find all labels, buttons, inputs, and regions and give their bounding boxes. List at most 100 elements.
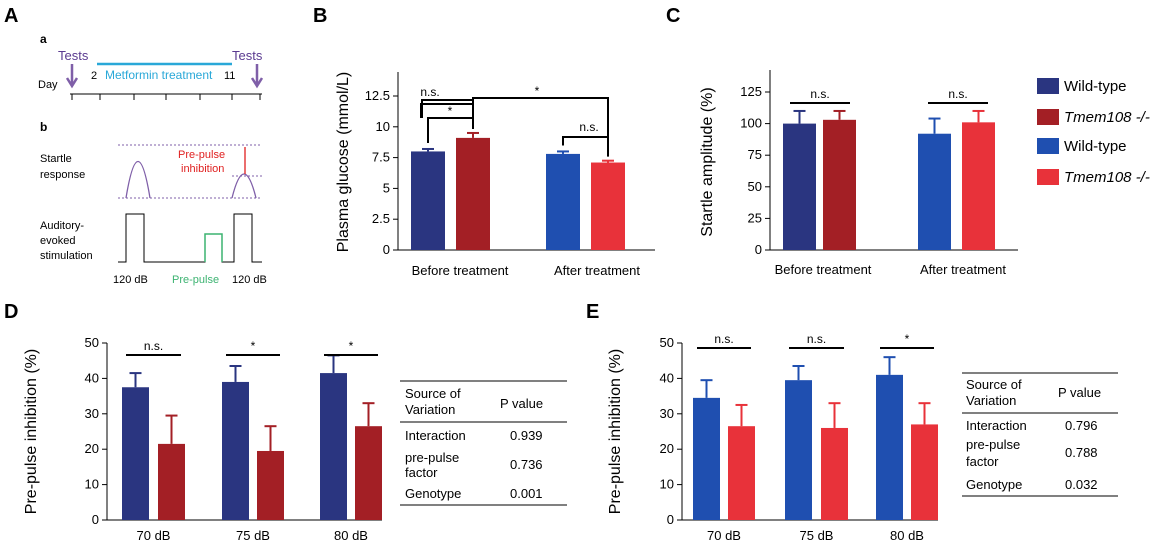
y-tick-label: 12.5 <box>365 88 390 103</box>
knockout-1-bar <box>821 427 848 520</box>
y-axis-label: Plasma glucose (mmol/L) <box>335 72 352 253</box>
treatment-label: Metformin treatment <box>105 68 213 82</box>
significance-label: n.s. <box>579 120 598 134</box>
significance-label: * <box>535 84 540 98</box>
significance-label: * <box>349 339 354 353</box>
significance-label: n.s. <box>420 85 439 99</box>
legend-label-2: Wild-type <box>1064 138 1127 155</box>
series-1-bar <box>456 137 490 250</box>
bracket-wt-vs-ko <box>420 103 472 118</box>
legend-swatch-1 <box>1037 109 1059 125</box>
wild-type-2-bar <box>320 373 347 520</box>
legend-swatch-3 <box>1037 169 1059 185</box>
legend: Wild-type Tmem108 -/- Wild-type Tmem108 -/- <box>1037 78 1150 186</box>
chart-b: 0 2.5 5 7.5 10 12.5 Plasma glucose (mmol/L) Bef… <box>335 72 655 278</box>
tests-right-label: Tests <box>232 48 263 63</box>
table-d-header-1a: Source of <box>405 386 461 401</box>
series-1-bar <box>823 119 856 250</box>
y-tick-label: 25 <box>748 210 762 225</box>
table-d-row3-value: 0.001 <box>510 486 543 501</box>
table-e-header-2: P value <box>1058 385 1101 400</box>
group-label: After treatment <box>920 262 1006 277</box>
tests-right-arrow <box>250 64 264 89</box>
y-tick-label: 10 <box>376 119 390 134</box>
timeline-ticks <box>71 94 261 100</box>
significance-label: n.s. <box>807 332 826 346</box>
ppi-label-2: inhibition <box>181 163 224 175</box>
significance-label: n.s. <box>948 87 967 101</box>
stim-label-2: evoked <box>40 235 75 247</box>
startle-reduced-curve <box>231 173 257 199</box>
table-e-header-1a: Source of <box>966 377 1022 392</box>
y-tick-label: 5 <box>383 180 390 195</box>
series-2-bar <box>546 153 580 250</box>
y-tick-label: 0 <box>755 242 762 257</box>
table-d-row3-label: Genotype <box>405 486 461 501</box>
tests-left-label: Tests <box>58 48 89 63</box>
table-d-row1-value: 0.939 <box>510 428 543 443</box>
table-e-row1-label: Interaction <box>966 418 1027 433</box>
panel-label-d: D <box>4 301 18 323</box>
category-label: 75 dB <box>800 528 834 543</box>
y-tick-label: 75 <box>748 147 762 162</box>
table-e-row3-label: Genotype <box>966 477 1022 492</box>
y-tick-label: 0 <box>667 512 674 527</box>
legend-label-3: Tmem108 -/- <box>1064 169 1150 186</box>
y-tick-label: 0 <box>92 512 99 527</box>
y-tick-label: 20 <box>85 441 99 456</box>
knockout-0-bar <box>158 443 185 520</box>
y-tick-label: 7.5 <box>372 150 390 165</box>
y-tick-label: 50 <box>748 179 762 194</box>
table-d-row1-label: Interaction <box>405 428 466 443</box>
category-label: 70 dB <box>137 528 171 543</box>
y-tick-label: 125 <box>740 84 762 99</box>
legend-label-1: Tmem108 -/- <box>1064 109 1150 126</box>
legend-swatch-0 <box>1037 78 1059 94</box>
wild-type-0-bar <box>122 387 149 520</box>
y-tick-label: 30 <box>85 406 99 421</box>
day-label: Day <box>38 79 58 91</box>
table-e-row2-label-a: pre-pulse <box>966 437 1020 452</box>
stim-label-3: stimulation <box>40 250 93 262</box>
panel-label-e: E <box>586 301 599 323</box>
wild-type-0-bar <box>693 397 720 520</box>
group-label: After treatment <box>554 263 640 278</box>
ppi-label-1: Pre-pulse <box>178 149 225 161</box>
panel-label-a: A <box>4 5 18 27</box>
y-tick-label: 10 <box>660 477 674 492</box>
y-tick-label: 30 <box>660 406 674 421</box>
sub-label-a: a <box>40 32 47 46</box>
series-3-bar <box>962 122 995 250</box>
y-tick-label: 50 <box>85 335 99 350</box>
prepulse-label: Pre-pulse <box>172 274 219 286</box>
table-d-row2-label-b: factor <box>405 465 438 480</box>
legend-label-0: Wild-type <box>1064 78 1127 95</box>
group-label: Before treatment <box>412 263 509 278</box>
table-d-row2-value: 0.736 <box>510 457 543 472</box>
y-tick-label: 10 <box>85 477 99 492</box>
y-axis-label: Pre-pulse inhibition (%) <box>607 349 624 514</box>
significance-label: n.s. <box>714 332 733 346</box>
wild-type-1-bar <box>785 380 812 520</box>
chart-e: 0 10 20 30 40 50 Pre-pulse inhibition (%) 70 dB… <box>607 332 938 543</box>
table-e-row2-label-b: factor <box>966 454 999 469</box>
chart-d: 0 10 20 30 40 50 Pre-pulse inhibition (%) 70 dB… <box>23 335 382 543</box>
category-label: 80 dB <box>890 528 924 543</box>
day-2-label: 2 <box>91 70 97 82</box>
series-0-bar <box>411 151 445 250</box>
y-tick-label: 100 <box>740 116 762 131</box>
startle-response-curve <box>125 161 151 199</box>
panel-label-c: C <box>666 5 680 27</box>
category-label: 70 dB <box>707 528 741 543</box>
stimulation-trace <box>118 213 262 263</box>
table-e: Source of Variation P value Interaction … <box>962 372 1118 497</box>
category-label: 75 dB <box>236 528 270 543</box>
table-d-header-1b: Variation <box>405 402 455 417</box>
startle-label-1: Startle <box>40 153 72 165</box>
table-e-row2-value: 0.788 <box>1065 445 1098 460</box>
table-e-header-1b: Variation <box>966 393 1016 408</box>
table-e-row1-value: 0.796 <box>1065 418 1098 433</box>
chart-c: 0 25 50 75 100 125 Startle amplitude (%) Before… <box>699 70 1018 277</box>
knockout-0-bar <box>728 426 755 520</box>
